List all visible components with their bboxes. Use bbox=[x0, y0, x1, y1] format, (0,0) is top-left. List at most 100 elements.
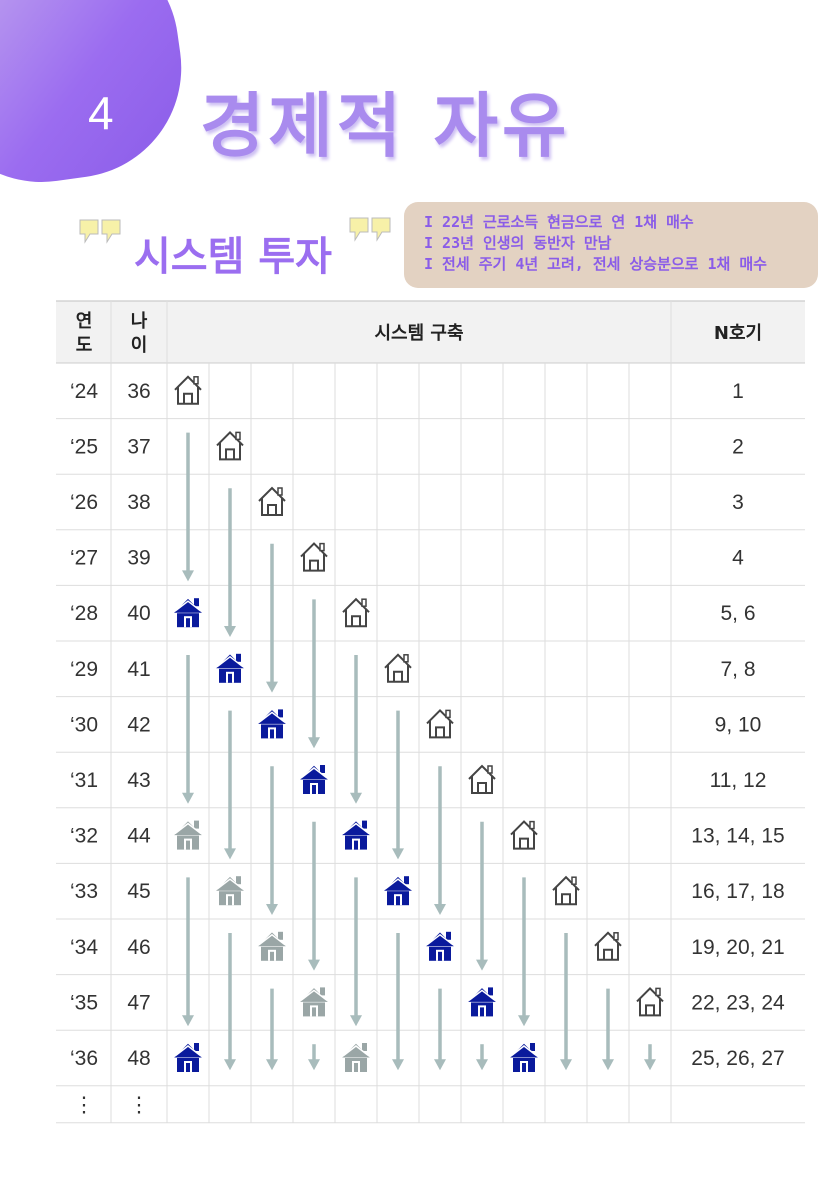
section-title: 시스템 투자 bbox=[134, 234, 332, 280]
cell-year: ‘35 bbox=[70, 991, 98, 1014]
chapter-title: 경제적 자유 bbox=[200, 85, 571, 167]
cell-year: ⋮ bbox=[74, 1093, 95, 1116]
cell-age: 48 bbox=[127, 1047, 150, 1070]
cell-age: 46 bbox=[127, 936, 150, 959]
chapter-number: 4 bbox=[88, 87, 114, 139]
cell-count: 3 bbox=[732, 491, 744, 514]
arrow-head bbox=[266, 904, 278, 915]
arrow-head bbox=[224, 848, 236, 860]
cell-age: 42 bbox=[127, 713, 150, 736]
cell-age: 41 bbox=[127, 658, 150, 681]
cell-count: 9, 10 bbox=[715, 713, 762, 736]
cell-count: 1 bbox=[732, 380, 744, 403]
arrow-head bbox=[350, 792, 362, 804]
arrow-head bbox=[518, 1015, 530, 1027]
cell-year: ‘28 bbox=[70, 602, 98, 625]
house-icon bbox=[507, 1042, 541, 1072]
cell-count: 2 bbox=[732, 435, 744, 458]
house-icon bbox=[171, 597, 205, 628]
cell-year: ‘29 bbox=[70, 658, 98, 681]
house-icon bbox=[297, 764, 331, 794]
arrow-head bbox=[182, 792, 194, 804]
note-line: I 22년 근로소득 현금으로 연 1채 매수 bbox=[424, 213, 694, 231]
arrow-head bbox=[308, 1059, 320, 1071]
cell-year: ‘36 bbox=[70, 1047, 98, 1070]
cell-age: 44 bbox=[127, 825, 151, 848]
quote-close-icon bbox=[349, 217, 391, 242]
cell-count: 4 bbox=[732, 547, 744, 570]
house-icon bbox=[510, 820, 538, 850]
cell-age: 40 bbox=[127, 602, 150, 625]
house-icon bbox=[342, 597, 370, 628]
cell-age: 43 bbox=[127, 769, 150, 792]
house-icon bbox=[213, 653, 247, 683]
arrow-head bbox=[476, 959, 488, 971]
arrow-head bbox=[266, 1059, 278, 1071]
house-icon bbox=[423, 931, 457, 961]
arrow-head bbox=[308, 959, 320, 971]
cell-count: 22, 23, 24 bbox=[691, 991, 785, 1014]
house-icon bbox=[171, 1042, 205, 1072]
cell-age: 37 bbox=[127, 435, 150, 458]
house-icon bbox=[297, 986, 331, 1017]
arrow-head bbox=[434, 904, 446, 915]
house-icon bbox=[258, 486, 286, 516]
arrow-head bbox=[350, 1015, 362, 1027]
table-header-bg bbox=[56, 301, 805, 363]
house-icon bbox=[171, 819, 205, 850]
arrow-head bbox=[602, 1059, 614, 1071]
house-icon bbox=[339, 819, 373, 850]
arrow-head bbox=[392, 848, 404, 860]
cell-year: ‘25 bbox=[70, 435, 98, 458]
cell-year: ‘30 bbox=[70, 713, 98, 736]
cell-count: 11, 12 bbox=[710, 769, 767, 792]
quote-open-icon bbox=[79, 219, 121, 244]
arrow-head bbox=[182, 1015, 194, 1027]
arrow-head bbox=[308, 737, 320, 749]
house-icon bbox=[255, 708, 289, 739]
cell-year: ‘34 bbox=[70, 936, 98, 959]
arrow-head bbox=[266, 681, 278, 693]
header-system: 시스템 구축 bbox=[374, 323, 463, 344]
arrow-head bbox=[182, 570, 194, 582]
cell-count: 7, 8 bbox=[720, 658, 755, 681]
arrow-head bbox=[224, 626, 236, 637]
cell-age: 47 bbox=[127, 991, 150, 1014]
house-icon bbox=[594, 931, 622, 961]
house-icon bbox=[255, 931, 289, 961]
arrow-head bbox=[644, 1059, 656, 1071]
house-icon bbox=[426, 708, 454, 739]
cell-count: 16, 17, 18 bbox=[691, 880, 784, 903]
cell-count: 19, 20, 21 bbox=[691, 936, 784, 959]
arrow-head bbox=[434, 1059, 446, 1071]
cell-year: ‘26 bbox=[70, 491, 98, 514]
notes-box: I 22년 근로소득 현금으로 연 1채 매수 I 23년 인생의 동반자 만남… bbox=[404, 202, 818, 288]
house-icon bbox=[300, 542, 328, 572]
note-line: I 23년 인생의 동반자 만남 bbox=[424, 234, 612, 252]
house-icon bbox=[216, 430, 244, 461]
cell-year: ‘32 bbox=[70, 825, 98, 848]
cell-age: 39 bbox=[127, 547, 150, 570]
house-icon bbox=[339, 1042, 373, 1072]
header-count: N호기 bbox=[714, 323, 762, 344]
house-icon bbox=[381, 875, 415, 906]
cell-age: 36 bbox=[127, 380, 150, 403]
house-icon bbox=[636, 986, 664, 1017]
cell-count: 13, 14, 15 bbox=[691, 825, 784, 848]
cell-year: ‘24 bbox=[70, 380, 98, 403]
arrow-head bbox=[224, 1059, 236, 1071]
house-icon bbox=[174, 375, 202, 405]
house-icon bbox=[465, 986, 499, 1017]
cell-age: ⋮ bbox=[129, 1093, 150, 1116]
arrow-head bbox=[476, 1059, 488, 1071]
arrow-head bbox=[392, 1059, 404, 1071]
arrow-head bbox=[560, 1059, 572, 1071]
house-icon bbox=[468, 764, 496, 794]
note-line: I 전세 주기 4년 고려, 전세 상승분으로 1채 매수 bbox=[424, 255, 767, 273]
cell-age: 38 bbox=[127, 491, 150, 514]
house-icon bbox=[213, 875, 247, 906]
cell-year: ‘27 bbox=[70, 547, 98, 570]
